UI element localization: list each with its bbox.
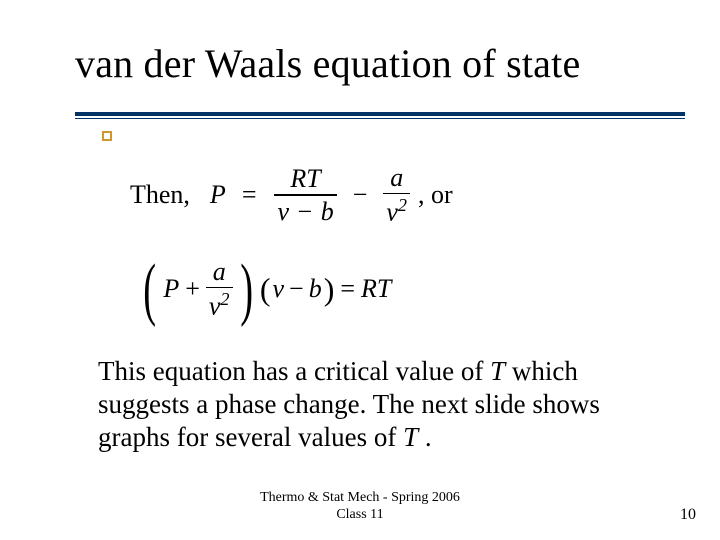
eq2-v: v	[272, 274, 284, 304]
title-underline-thin	[75, 118, 685, 119]
eq1-frac1: RT v − b	[274, 165, 336, 225]
eq1-lhs: P	[210, 180, 226, 210]
title-block: van der Waals equation of state	[75, 40, 685, 87]
bullet-square-icon	[102, 131, 112, 141]
eq2-frac: a v2	[206, 258, 233, 321]
title-underline-thick	[75, 112, 685, 116]
eq1-frac2-num: a	[387, 164, 406, 191]
lparen-2: (	[260, 271, 271, 308]
slide-title: van der Waals equation of state	[75, 40, 685, 87]
eq2-minus: −	[286, 274, 307, 304]
body-var-T-2: T	[403, 422, 418, 452]
eq2-equals: =	[336, 274, 359, 304]
rparen-1: )	[240, 265, 253, 314]
equation-block: Then, P = RT v − b − a v2	[130, 163, 630, 333]
slide-footer: Thermo & Stat Mech - Spring 2006 Class 1…	[0, 490, 720, 524]
eq1-prefix: Then,	[130, 180, 190, 210]
eq1-frac2: a v2	[383, 164, 410, 227]
footer-line-1: Thermo & Stat Mech - Spring 2006	[0, 490, 720, 507]
eq1-equals: =	[242, 180, 257, 210]
eq2-P: P	[163, 274, 179, 304]
equation-line-1: Then, P = RT v − b − a v2	[130, 163, 630, 227]
page-number: 10	[680, 506, 696, 524]
body-var-T-1: T	[490, 356, 505, 386]
eq2-plus: +	[181, 274, 204, 304]
body-part-c: .	[418, 422, 432, 452]
eq1-frac1-den: v − b	[274, 198, 336, 225]
equation-line-2: ( P + a v2 ) ( v − b ) = RT	[138, 249, 630, 329]
eq1-frac2-den: v2	[383, 196, 410, 226]
lparen-1: (	[143, 265, 156, 314]
body-part-a: This equation has a critical value of	[98, 356, 490, 386]
eq1-frac1-num: RT	[287, 165, 323, 192]
rparen-2: )	[324, 271, 335, 308]
eq1-suffix: , or	[418, 180, 453, 210]
slide: van der Waals equation of state Then, P …	[0, 0, 720, 540]
eq2-b: b	[309, 274, 322, 304]
body-paragraph: This equation has a critical value of T …	[98, 355, 638, 454]
eq1-minus: −	[353, 180, 368, 210]
eq2-rhs: RT	[361, 274, 391, 304]
footer-line-2: Class 11	[0, 507, 720, 524]
